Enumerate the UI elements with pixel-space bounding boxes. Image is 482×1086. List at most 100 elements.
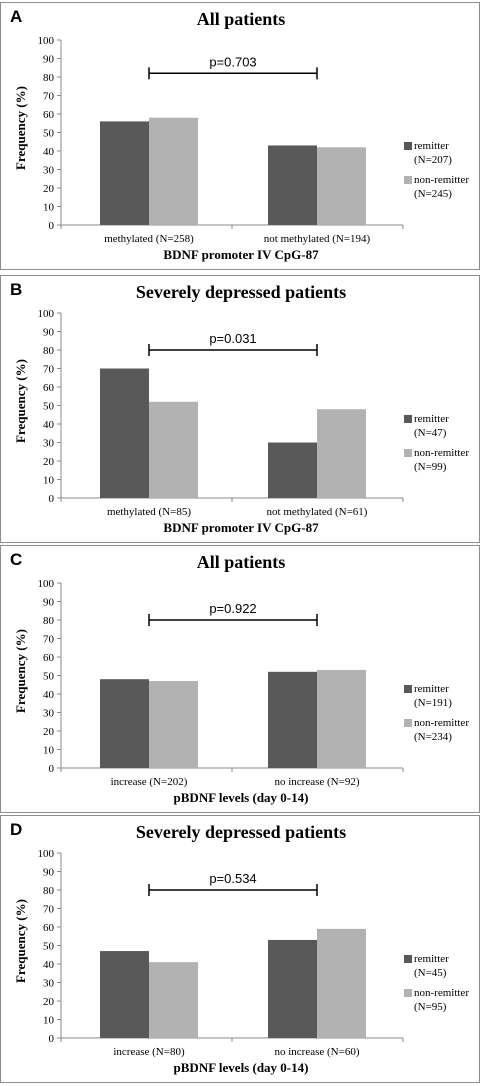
y-tick-label: 30 — [43, 708, 55, 720]
bar-non-remitter — [149, 401, 198, 498]
y-tick-label: 50 — [43, 941, 55, 953]
legend-swatch-non-remitter — [404, 176, 412, 184]
y-tick-label: 60 — [43, 652, 55, 664]
y-tick-label: 70 — [43, 904, 55, 916]
y-tick-label: 30 — [43, 165, 55, 177]
x-category-label: methylated (N=258) — [104, 233, 194, 245]
x-category-label: no increase (N=92) — [274, 776, 359, 788]
legend-swatch-non-remitter — [404, 989, 412, 997]
bar-remitter — [268, 671, 317, 768]
x-axis-title: BDNF promoter IV CpG-87 — [163, 247, 319, 262]
y-tick-label: 10 — [43, 202, 55, 214]
legend-label: non-remitter — [414, 987, 469, 999]
y-tick-label: 60 — [43, 922, 55, 934]
y-tick-label: 80 — [43, 615, 55, 627]
x-category-label: increase (N=202) — [111, 776, 188, 788]
x-category-label: increase (N=80) — [113, 1046, 185, 1058]
legend-swatch-non-remitter — [404, 449, 412, 457]
y-tick-label: 70 — [43, 634, 55, 646]
legend-count: (N=245) — [414, 188, 452, 200]
legend-label: non-remitter — [414, 717, 469, 729]
y-tick-label: 40 — [43, 689, 55, 701]
legend-count: (N=95) — [414, 1001, 447, 1013]
bar-remitter — [268, 939, 317, 1038]
legend-item-remitter: remitter (N=47) — [404, 412, 469, 440]
legend-label: remitter — [414, 683, 449, 695]
y-tick-label: 100 — [38, 35, 55, 47]
legend-item-non-remitter: non-remitter (N=99) — [404, 446, 469, 474]
y-tick-label: 0 — [49, 1033, 55, 1045]
y-tick-label: 10 — [43, 745, 55, 757]
legend-swatch-non-remitter — [404, 719, 412, 727]
y-tick-label: 50 — [43, 128, 55, 140]
bar-non-remitter — [317, 669, 366, 768]
y-tick-label: 20 — [43, 996, 55, 1008]
panel-letter: A — [10, 7, 23, 26]
y-tick-label: 100 — [38, 308, 55, 320]
y-tick-label: 60 — [43, 109, 55, 121]
y-tick-label: 80 — [43, 345, 55, 357]
bar-remitter — [100, 679, 149, 768]
bar-remitter — [100, 368, 149, 498]
y-tick-label: 40 — [43, 146, 55, 158]
y-tick-label: 10 — [43, 1015, 55, 1027]
chart-title: All patients — [196, 9, 286, 29]
legend-count: (N=47) — [414, 427, 447, 439]
y-tick-label: 30 — [43, 978, 55, 990]
plot-area: 0 10 20 30 40 50 60 70 80 90 100 methylated (N=258)… — [38, 35, 404, 245]
y-tick-label: 0 — [49, 763, 55, 775]
legend-label: non-remitter — [414, 447, 469, 459]
x-category-label: not methylated (N=194) — [264, 233, 371, 245]
legend-swatch-remitter — [404, 415, 412, 423]
y-tick-label: 40 — [43, 419, 55, 431]
chart-panel-b: B Severely depressed patients Frequency … — [0, 275, 480, 543]
chart-title: Severely depressed patients — [135, 822, 347, 842]
legend-swatch-remitter — [404, 142, 412, 150]
legend-count: (N=234) — [414, 731, 452, 743]
legend-item-remitter: remitter (N=191) — [404, 682, 469, 710]
legend-item-non-remitter: non-remitter (N=245) — [404, 173, 469, 201]
legend: remitter (N=207) non-remitter (N=245) — [404, 139, 469, 207]
p-value-label: p=0.922 — [209, 601, 256, 616]
legend-item-non-remitter: non-remitter (N=234) — [404, 716, 469, 744]
bar-non-remitter — [317, 928, 366, 1038]
bar-non-remitter — [317, 147, 366, 225]
bar-remitter — [100, 121, 149, 225]
bar-non-remitter — [149, 117, 198, 225]
legend-swatch-remitter — [404, 955, 412, 963]
y-tick-label: 80 — [43, 72, 55, 84]
y-tick-label: 90 — [43, 327, 55, 339]
y-tick-label: 70 — [43, 364, 55, 376]
bar-non-remitter — [317, 409, 366, 498]
chart-title: All patients — [196, 552, 286, 572]
legend-swatch-remitter — [404, 685, 412, 693]
bar-remitter — [268, 145, 317, 225]
bar-non-remitter — [149, 962, 198, 1038]
plot-area: 0 10 20 30 40 50 60 70 80 90 100 increase (N=80) no … — [38, 848, 404, 1058]
y-tick-label: 20 — [43, 183, 55, 195]
panel-letter: C — [10, 550, 23, 569]
legend-count: (N=191) — [414, 697, 452, 709]
y-tick-label: 0 — [49, 493, 55, 505]
y-tick-label: 60 — [43, 382, 55, 394]
panel-letter: D — [10, 820, 23, 839]
x-axis-title: pBDNF levels (day 0-14) — [173, 790, 309, 805]
legend-count: (N=99) — [414, 461, 447, 473]
y-tick-label: 90 — [43, 54, 55, 66]
plot-area: 0 10 20 30 40 50 60 70 80 90 100 methylated (N=85) n… — [38, 308, 404, 518]
p-value-label: p=0.703 — [209, 54, 256, 69]
chart-panel-a: A All patients Frequency (%) 0 10 20 30 40 50… — [0, 2, 480, 270]
y-tick-label: 70 — [43, 91, 55, 103]
x-axis-title: BDNF promoter IV CpG-87 — [163, 520, 319, 535]
y-tick-label: 30 — [43, 438, 55, 450]
legend-label: remitter — [414, 953, 449, 965]
y-tick-label: 80 — [43, 885, 55, 897]
y-tick-label: 100 — [38, 578, 55, 590]
p-value-label: p=0.031 — [209, 331, 256, 346]
legend-label: remitter — [414, 140, 449, 152]
y-tick-label: 50 — [43, 671, 55, 683]
legend-item-remitter: remitter (N=207) — [404, 139, 469, 167]
legend-count: (N=207) — [414, 154, 452, 166]
x-category-label: no increase (N=60) — [274, 1046, 359, 1058]
y-tick-label: 50 — [43, 401, 55, 413]
